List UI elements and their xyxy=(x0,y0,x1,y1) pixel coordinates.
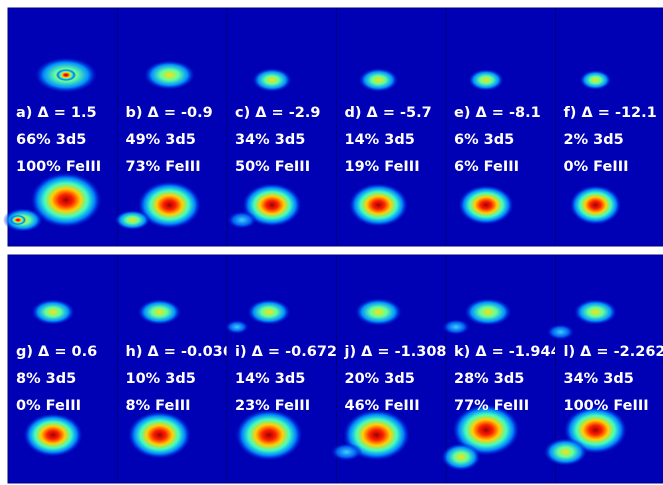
panel-label: f) Δ = -12.1 xyxy=(564,105,657,121)
panel-label: 0% FeIII xyxy=(564,159,629,175)
panel-label: a) Δ = 1.5 xyxy=(16,105,97,121)
panel-label: 0% FeIII xyxy=(16,398,81,414)
intensity-blob xyxy=(31,299,75,325)
panel-label: 10% 3d5 xyxy=(126,371,196,387)
intensity-blob xyxy=(115,210,151,230)
panel-label: i) Δ = -0.672 xyxy=(235,344,337,360)
intensity-blob xyxy=(547,324,575,340)
intensity-blob xyxy=(235,409,303,461)
panel-label: 8% FeIII xyxy=(126,398,191,414)
intensity-blob xyxy=(359,68,399,92)
intensity-blob xyxy=(464,298,512,326)
panel-label: 50% FeIII xyxy=(235,159,310,175)
panel-label: h) Δ = -0.036 xyxy=(126,344,233,360)
panel-label: e) Δ = -8.1 xyxy=(454,105,541,121)
panel-label: 28% 3d5 xyxy=(454,371,524,387)
intensity-blob xyxy=(355,298,403,326)
intensity-blob xyxy=(468,69,504,91)
intensity-blob xyxy=(580,70,612,90)
panel-label: 2% 3d5 xyxy=(564,132,624,148)
panel-label: d) Δ = -5.7 xyxy=(345,105,432,121)
intensity-blob xyxy=(247,299,291,325)
intensity-blob xyxy=(458,185,514,225)
intensity-blob xyxy=(544,438,588,466)
panel-label: 34% 3d5 xyxy=(235,132,305,148)
panel-label: 6% 3d5 xyxy=(454,132,514,148)
panel-label: 14% 3d5 xyxy=(345,132,415,148)
intensity-blob xyxy=(23,413,83,457)
panel-label: g) Δ = 0.6 xyxy=(16,344,97,360)
intensity-blob xyxy=(225,320,249,334)
panel-label: 46% FeIII xyxy=(345,398,420,414)
panel-label: 6% FeIII xyxy=(454,159,519,175)
intensity-blob xyxy=(10,215,26,225)
intensity-blob xyxy=(252,68,292,92)
panel-label: 20% 3d5 xyxy=(345,371,415,387)
panel-label: 100% FeIII xyxy=(16,159,101,175)
figure: a) Δ = 1.5 66% 3d5 100% FeIII b) Δ = -0.9 49… xyxy=(0,0,663,485)
intensity-blob xyxy=(227,211,257,229)
intensity-blob xyxy=(138,299,182,325)
panel-label: 14% 3d5 xyxy=(235,371,305,387)
intensity-blob xyxy=(570,185,622,225)
panel-label: 49% 3d5 xyxy=(126,132,196,148)
panel-label: 19% FeIII xyxy=(345,159,420,175)
intensity-blob xyxy=(128,411,192,459)
intensity-blob xyxy=(56,69,76,81)
panel-label: l) Δ = -2.262 xyxy=(564,344,663,360)
intensity-blob xyxy=(349,183,409,227)
panel-label: 34% 3d5 xyxy=(564,371,634,387)
intensity-blob xyxy=(331,443,363,461)
panel-label: 73% FeIII xyxy=(126,159,201,175)
panel-label: 66% 3d5 xyxy=(16,132,86,148)
intensity-blob xyxy=(442,319,470,335)
panel-label: j) Δ = -1.308 xyxy=(344,344,447,360)
panel-label: b) Δ = -0.9 xyxy=(126,105,213,121)
panel-label: 77% FeIII xyxy=(454,398,529,414)
intensity-blob xyxy=(144,60,196,90)
panel-label: 23% FeIII xyxy=(235,398,310,414)
panel-label: 8% 3d5 xyxy=(16,371,76,387)
intensity-blob xyxy=(441,443,481,471)
panel-label: c) Δ = -2.9 xyxy=(235,105,320,121)
panel-label: k) Δ = -1.944 xyxy=(454,344,561,360)
panel-label: 100% FeIII xyxy=(564,398,649,414)
intensity-blob xyxy=(574,299,618,325)
